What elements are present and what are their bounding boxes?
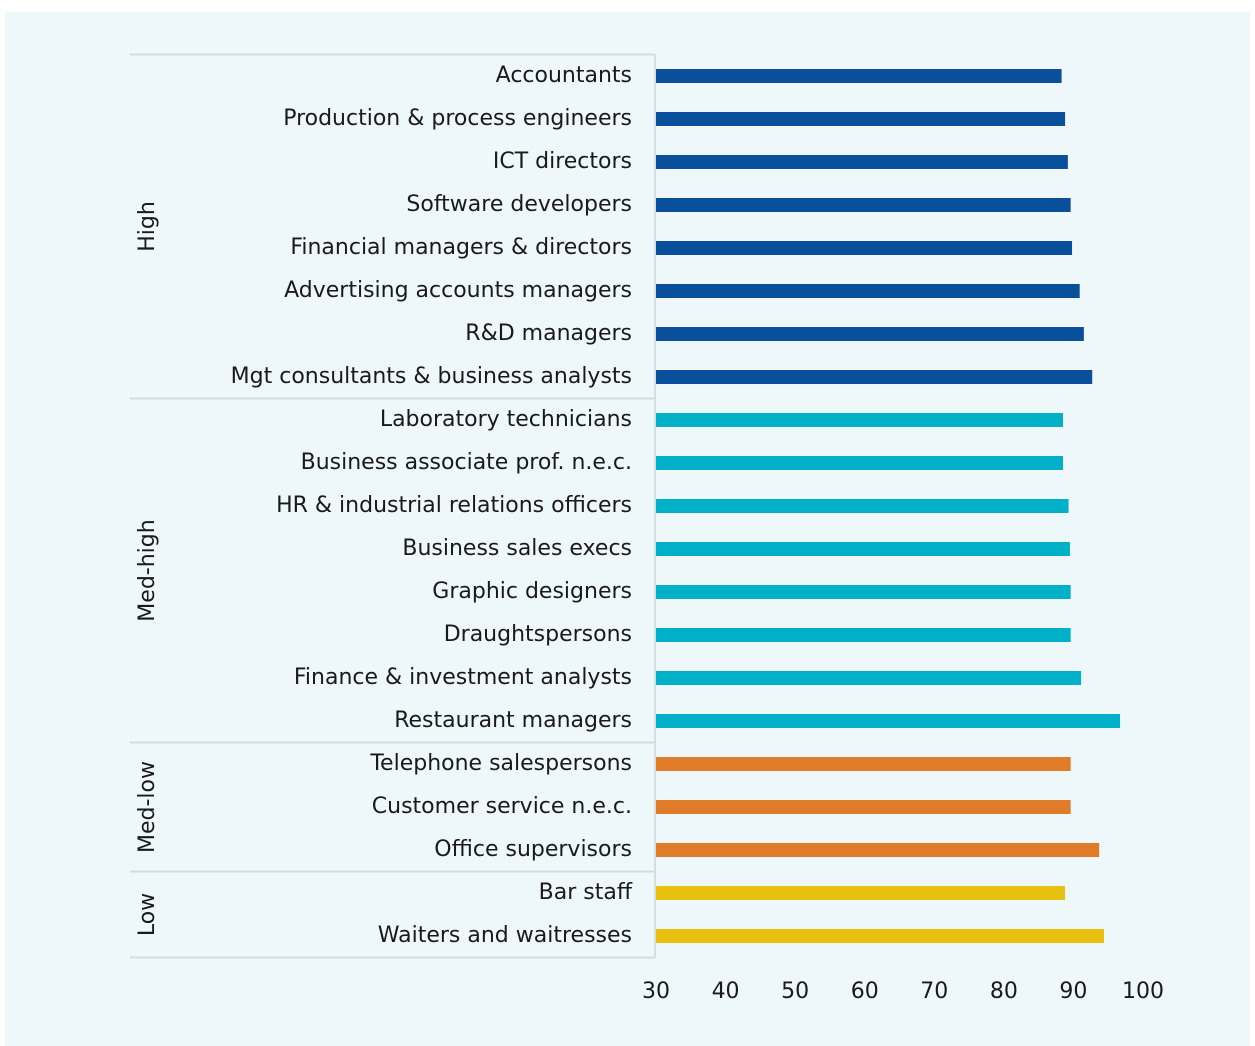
background (5, 12, 1250, 1046)
x-tick-label: 100 (1122, 979, 1164, 1004)
x-tick-label: 90 (1059, 979, 1087, 1004)
bar (656, 757, 1071, 771)
bar (656, 499, 1069, 513)
bar (656, 198, 1071, 212)
bar (656, 370, 1093, 384)
bar (656, 241, 1073, 255)
category-label: Business associate prof. n.e.c. (301, 450, 632, 475)
x-tick-label: 40 (712, 979, 740, 1004)
group-label: High (135, 201, 160, 252)
category-label: ICT directors (493, 149, 632, 174)
category-label: Accountants (496, 63, 632, 88)
category-label: Office supervisors (434, 837, 632, 862)
group-label: Med-high (135, 519, 160, 621)
category-label: Telephone salespersons (369, 751, 632, 776)
bar (656, 155, 1068, 169)
category-label: Business sales execs (402, 536, 632, 561)
bar (656, 327, 1084, 341)
category-label: HR & industrial relations officers (276, 493, 632, 518)
category-label: Graphic designers (432, 579, 632, 604)
category-label: Software developers (406, 192, 632, 217)
bar (656, 585, 1071, 599)
category-label: Production & process engineers (283, 106, 632, 131)
category-label: Financial managers & directors (290, 235, 632, 260)
x-tick-label: 70 (920, 979, 948, 1004)
group-label: Med-low (135, 761, 160, 853)
bar (656, 671, 1082, 685)
bar (656, 714, 1121, 728)
bar (656, 800, 1071, 814)
category-label: Advertising accounts managers (284, 278, 632, 303)
category-label: Bar staff (539, 880, 633, 905)
x-tick-label: 80 (990, 979, 1018, 1004)
x-tick-label: 30 (642, 979, 670, 1004)
x-tick-label: 60 (851, 979, 879, 1004)
bar (656, 886, 1066, 900)
category-label: Draughtspersons (444, 622, 632, 647)
bar (656, 284, 1080, 298)
bar (656, 628, 1071, 642)
x-tick-label: 50 (781, 979, 809, 1004)
category-label: Customer service n.e.c. (372, 794, 632, 819)
category-label: Waiters and waitresses (378, 923, 632, 948)
category-label: Restaurant managers (394, 708, 632, 733)
bar (656, 413, 1063, 427)
bar (656, 69, 1062, 83)
bar (656, 929, 1105, 943)
category-label: Laboratory technicians (380, 407, 632, 432)
category-label: Finance & investment analysts (294, 665, 632, 690)
bar (656, 112, 1066, 126)
category-label: Mgt consultants & business analysts (231, 364, 632, 389)
bar (656, 456, 1063, 470)
category-label: R&D managers (465, 321, 632, 346)
bar (656, 843, 1100, 857)
group-label: Low (135, 893, 160, 936)
bar (656, 542, 1070, 556)
